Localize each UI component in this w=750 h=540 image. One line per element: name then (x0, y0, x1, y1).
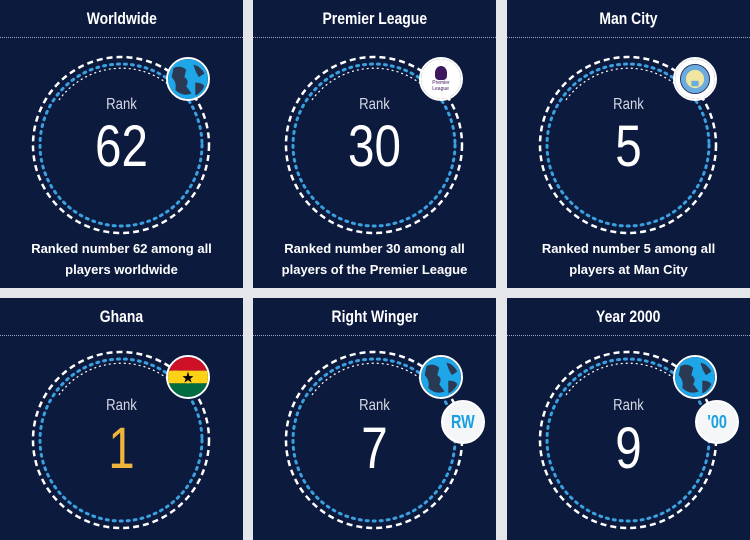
ghana-flag-icon (166, 355, 210, 399)
card-title: Ghana (0, 298, 243, 336)
rank-description: Ranked number 30 among all players of th… (281, 241, 468, 277)
rank-value: 7 (361, 416, 388, 481)
globe-icon (419, 355, 463, 399)
rank-label: Rank (613, 96, 644, 113)
rank-card: Right Winger Rank 7 RW (253, 298, 496, 540)
rank-description: Ranked number 5 among all players at Man… (541, 241, 716, 277)
rank-card: Ghana Rank 1 (0, 298, 243, 540)
rank-card: Man City Rank 5 Ranked number 5 among al… (507, 0, 750, 288)
position-badge: '00 (695, 400, 739, 444)
rank-value: 30 (348, 114, 401, 179)
man-city-crest (673, 57, 717, 101)
rank-ring (31, 350, 211, 530)
rank-ring (31, 55, 211, 235)
rank-label: Rank (106, 397, 137, 414)
card-title: Man City (507, 0, 750, 38)
rank-card: Premier League Rank 30 Ranked number 30 … (253, 0, 496, 288)
rank-card: Year 2000 Rank 9 '00 (507, 298, 750, 540)
globe-icon (673, 355, 717, 399)
card-title: Right Winger (253, 298, 496, 336)
rank-value: 9 (615, 416, 642, 481)
rank-label: Rank (106, 96, 137, 113)
rank-card: Worldwide Rank 62 Ranked number 62 among… (0, 0, 243, 288)
premier-league-logo: Premier League (419, 57, 463, 101)
rank-ring (538, 55, 718, 235)
rank-label: Rank (359, 96, 390, 113)
position-badge: RW (441, 400, 485, 444)
rank-label: Rank (613, 397, 644, 414)
rank-value: 5 (615, 114, 642, 179)
rank-label: Rank (359, 397, 390, 414)
rank-value: 1 (108, 416, 135, 481)
rank-ring (284, 55, 464, 235)
rank-value: 62 (95, 114, 148, 179)
globe-icon (166, 57, 210, 101)
rank-description: Ranked number 62 among all players world… (31, 241, 212, 277)
card-title: Year 2000 (507, 298, 750, 336)
card-title: Worldwide (0, 0, 243, 38)
card-title: Premier League (253, 0, 496, 38)
